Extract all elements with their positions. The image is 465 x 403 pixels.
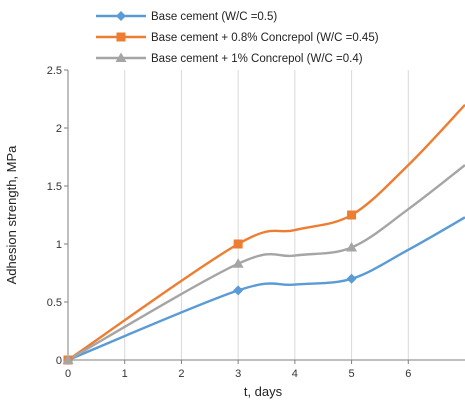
series-lines (68, 103, 465, 362)
y-tick-label: 2.5 (47, 65, 62, 77)
series-line-1 (68, 216, 465, 362)
data-point-series-3 (62, 354, 74, 364)
series-line-3 (68, 164, 465, 362)
x-tick-labels: 0 1 2 3 4 5 6 (65, 368, 411, 380)
legend-marker-3 (115, 52, 127, 62)
x-tick-label: 4 (292, 368, 298, 380)
x-tick-label: 6 (405, 368, 411, 380)
x-tick-label: 0 (65, 368, 71, 380)
legend-marker-1 (116, 11, 126, 21)
legend-marker-2 (116, 32, 126, 42)
x-tick-label: 2 (178, 368, 184, 380)
y-tick-label: 0.5 (47, 297, 62, 309)
y-tick-label: 0 (56, 355, 62, 367)
data-point-series-2 (347, 210, 357, 220)
x-tick-label: 1 (122, 368, 128, 380)
data-point-series-2 (233, 239, 243, 249)
series-line-2 (68, 103, 465, 361)
legend-label-1: Base cement (W/C =0.5) (151, 11, 277, 23)
x-tick-label: 5 (349, 368, 355, 380)
data-point-series-3 (232, 258, 244, 268)
y-axis-label: Adhesion strength, MPa (4, 145, 19, 285)
y-tick-label: 1.5 (47, 181, 62, 193)
data-point-series-3 (346, 241, 358, 252)
legend: Base cement (W/C =0.5) Base cement + 0.8%… (96, 11, 379, 65)
x-axis-label: t, days (244, 384, 283, 399)
legend-label-2: Base cement + 0.8% Concrepol (W/C =0.45) (151, 32, 379, 44)
data-markers (62, 210, 358, 365)
y-tick-labels: 0 0.5 1 1.5 2 2.5 (47, 65, 62, 367)
x-tick-label: 3 (235, 368, 241, 380)
data-point-series-1 (233, 285, 244, 296)
data-point-series-1 (346, 273, 357, 284)
y-tick-label: 1 (56, 239, 62, 251)
vertical-gridlines (124, 70, 409, 360)
y-tick-label: 2 (56, 123, 62, 135)
legend-label-3: Base cement + 1% Concrepol (W/C =0.4) (151, 53, 363, 65)
